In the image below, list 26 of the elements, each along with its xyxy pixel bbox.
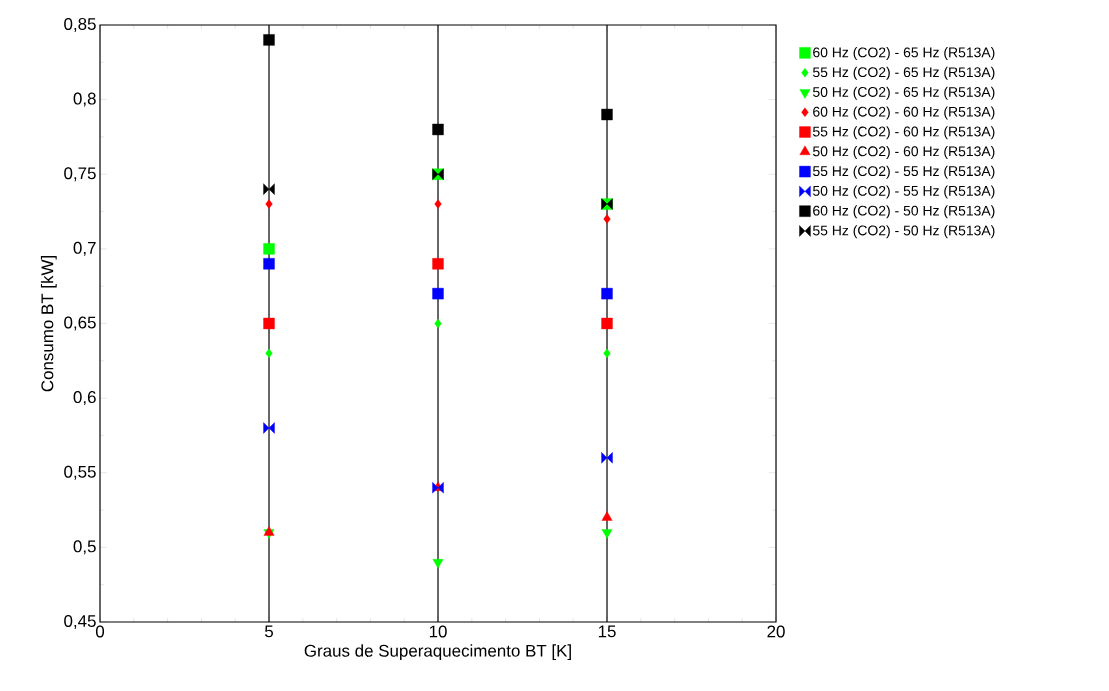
y-tick-label: 0,85 — [64, 17, 96, 32]
x-tick-label: 20 — [767, 625, 785, 638]
legend-label: 50 Hz (CO2) - 60 Hz (R513A) — [812, 146, 995, 160]
legend-label: 55 Hz (CO2) - 55 Hz (R513A) — [812, 165, 995, 179]
y-tick-label: 0,5 — [73, 540, 96, 555]
x-axis-title: Graus de Superaquecimento BT [K] — [304, 644, 571, 661]
y-tick-label: 0,55 — [64, 465, 96, 480]
y-tick-label: 0,75 — [64, 167, 96, 182]
legend-label: 55 Hz (CO2) - 65 Hz (R513A) — [812, 66, 995, 80]
y-tick-label: 0,65 — [64, 316, 96, 331]
legend-label: 60 Hz (CO2) - 65 Hz (R513A) — [813, 47, 995, 61]
legend-label: 60 Hz (CO2) - 50 Hz (R513A) — [813, 205, 995, 219]
y-tick-label: 0,6 — [73, 391, 96, 406]
x-tick-label: 10 — [429, 625, 447, 638]
x-tick-label: 0 — [95, 625, 105, 638]
x-tick-label: 15 — [598, 625, 616, 638]
legend-label: 55 Hz (CO2) - 50 Hz (R513A) — [812, 225, 995, 239]
legend-label: 50 Hz (CO2) - 65 Hz (R513A) — [812, 86, 995, 100]
y-axis-title: Consumo BT [kW] — [40, 256, 57, 392]
y-tick-label: 0,8 — [73, 92, 96, 107]
legend-label: 60 Hz (CO2) - 60 Hz (R513A) — [813, 106, 995, 120]
x-tick-label: 5 — [264, 625, 273, 638]
legend-label: 50 Hz (CO2) - 55 Hz (R513A) — [812, 185, 995, 199]
legend-label: 55 Hz (CO2) - 60 Hz (R513A) — [812, 126, 995, 140]
y-tick-label: 0,7 — [73, 241, 96, 256]
y-tick-label: 0,45 — [64, 614, 96, 629]
